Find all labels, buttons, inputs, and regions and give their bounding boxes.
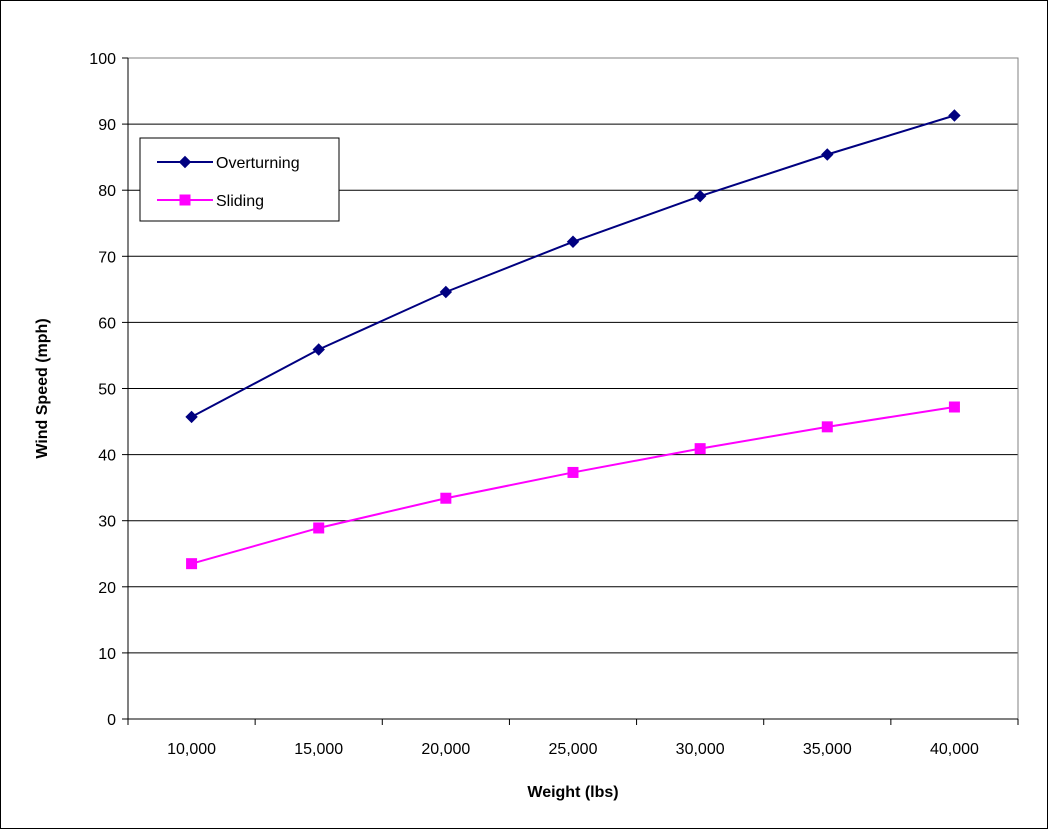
y-tick-label-1: 10 — [98, 646, 116, 663]
x-tick-label-5: 35,000 — [803, 741, 852, 758]
data-point-overturning-4 — [693, 189, 707, 203]
data-point-overturning-2 — [439, 285, 453, 299]
y-tick-label-9: 90 — [98, 117, 116, 134]
data-point-overturning-5 — [821, 148, 834, 161]
y-tick-label-0: 0 — [107, 712, 116, 729]
legend: Overturning Sliding — [139, 137, 340, 222]
x-tick-label-1: 15,000 — [294, 741, 343, 758]
legend-marker-sliding — [179, 194, 191, 206]
x-tick-label-4: 30,000 — [676, 741, 725, 758]
y-tick-label-7: 70 — [98, 249, 116, 266]
data-point-sliding-4 — [694, 443, 706, 455]
series-overturning — [185, 109, 961, 424]
y-axis-title: Wind Speed (mph) — [34, 318, 51, 458]
x-tick-label-2: 20,000 — [421, 741, 470, 758]
legend-marker-overturning — [178, 155, 192, 169]
y-tick-label-3: 30 — [98, 514, 116, 531]
data-point-sliding-3 — [567, 466, 579, 478]
data-point-sliding-6 — [948, 401, 960, 413]
y-tick-label-10: 100 — [89, 51, 116, 68]
legend-box — [139, 137, 340, 222]
series-sliding — [186, 401, 960, 570]
y-tick-label-8: 80 — [98, 183, 116, 200]
data-point-sliding-0 — [186, 558, 198, 570]
data-point-sliding-5 — [821, 421, 833, 433]
x-tick-label-0: 10,000 — [167, 741, 216, 758]
data-point-sliding-2 — [440, 492, 452, 504]
data-point-overturning-3 — [566, 235, 580, 248]
series-line-sliding — [191, 406, 955, 565]
axes: 0 10 20 30 40 50 60 70 80 90 100 10,000 15,000 20,000… — [89, 51, 1019, 758]
data-point-overturning-1 — [312, 343, 325, 356]
y-tick-label-4: 40 — [98, 448, 116, 465]
x-axis-title: Weight (lbs) — [527, 784, 618, 801]
legend-label-sliding: Sliding — [216, 193, 264, 210]
x-tick-label-6: 40,000 — [930, 741, 979, 758]
y-tick-label-6: 60 — [98, 315, 116, 332]
legend-label-overturning: Overturning — [216, 155, 300, 172]
y-tick-label-2: 20 — [98, 580, 116, 597]
y-tick-label-5: 50 — [98, 382, 116, 399]
data-point-overturning-0 — [185, 410, 198, 424]
data-point-overturning-6 — [948, 109, 961, 122]
data-point-sliding-1 — [313, 522, 325, 534]
x-tick-label-3: 25,000 — [549, 741, 598, 758]
series-layer — [185, 109, 961, 570]
